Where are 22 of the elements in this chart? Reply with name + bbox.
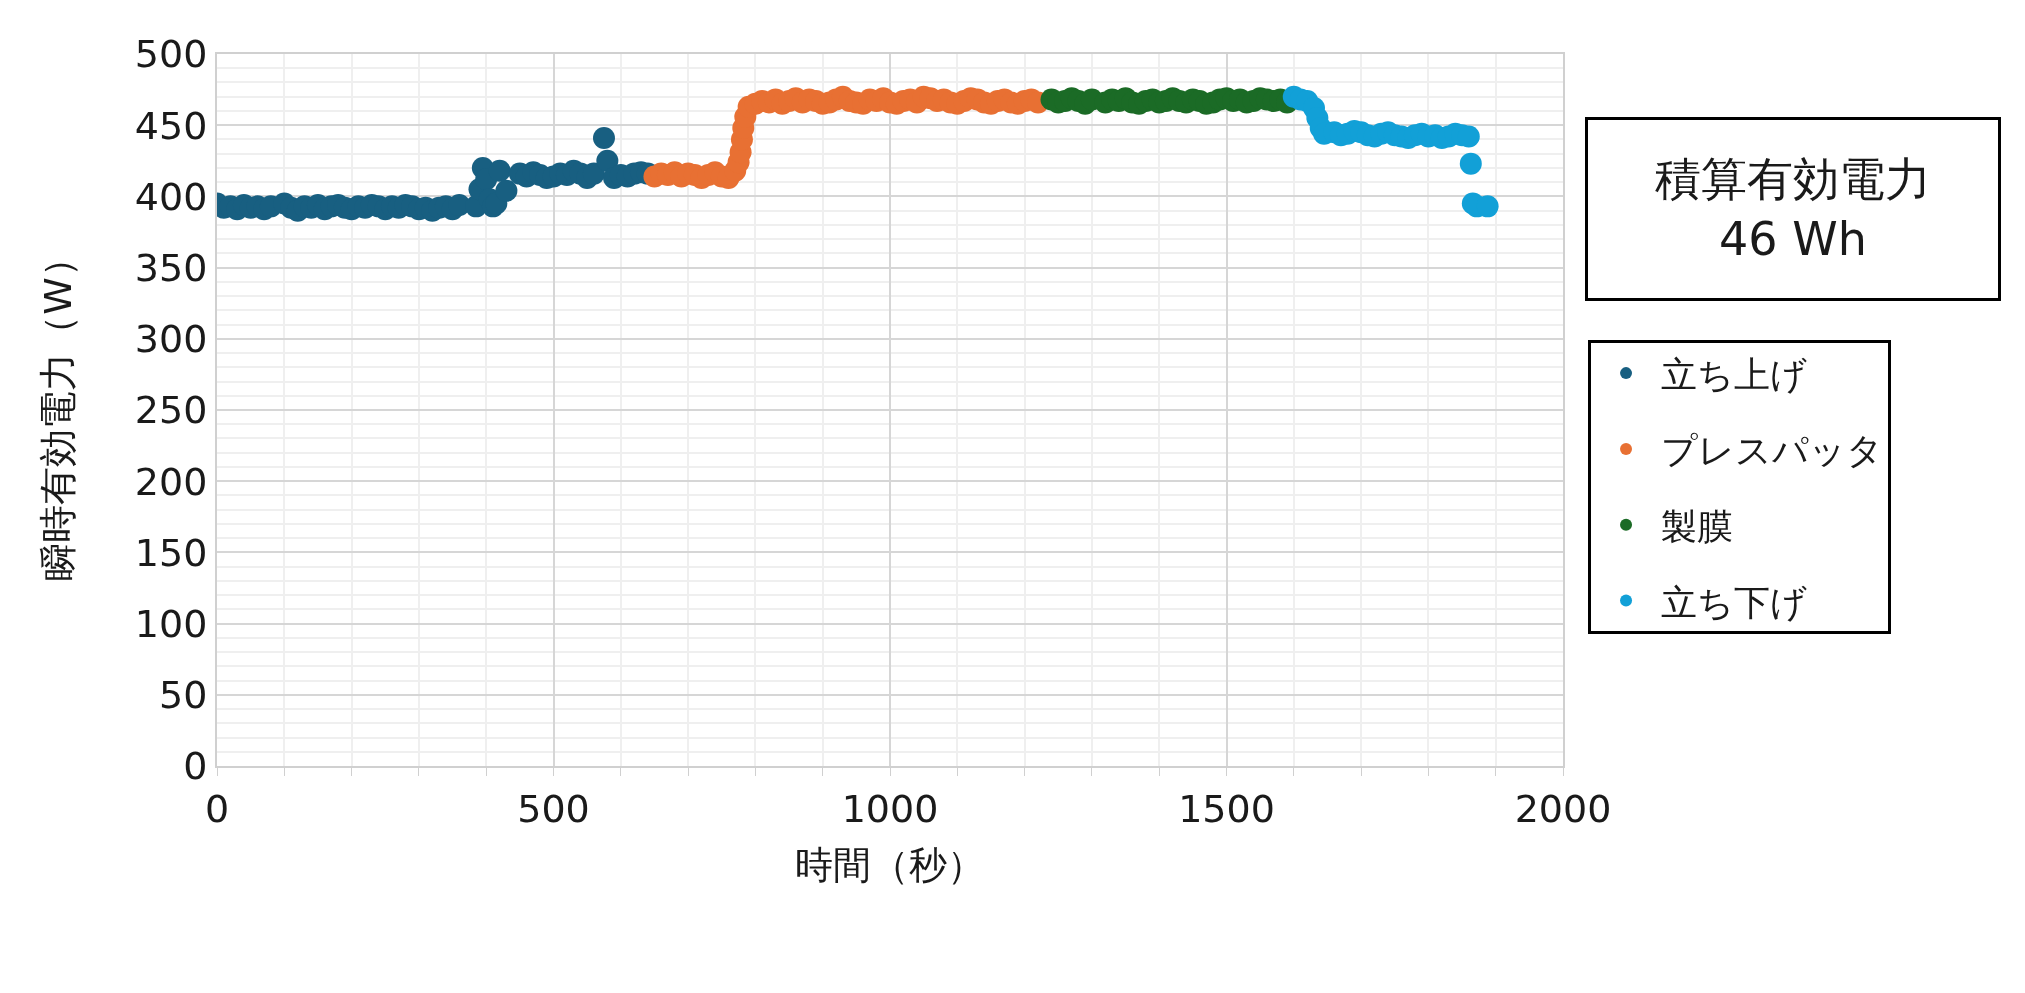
legend-label: 立ち下げ (1661, 581, 1808, 623)
y-tick-label: 400 (134, 174, 208, 219)
y-tick-label: 100 (134, 601, 208, 646)
legend-label: 製膜 (1661, 505, 1734, 547)
y-tick-label: 250 (134, 388, 208, 433)
y-tick-label: 150 (134, 530, 208, 575)
y-tick-label: 500 (134, 32, 208, 77)
x-tick-label: 2000 (1514, 786, 1612, 831)
x-tick-label: 500 (517, 786, 590, 831)
legend-label: 立ち上げ (1661, 354, 1808, 396)
y-tick-label: 350 (134, 245, 208, 290)
x-tick-label: 1500 (1178, 786, 1275, 831)
y-tick-label: 200 (134, 459, 208, 504)
y-tick-label: 450 (134, 103, 208, 148)
y-axis-title: 瞬時有効電力（W） (35, 239, 80, 581)
y-tick-label: 0 (183, 744, 208, 789)
y-tick-label: 300 (134, 317, 208, 362)
y-tick-label: 50 (159, 673, 208, 718)
legend-label: プレスパッタ (1661, 429, 1884, 471)
x-axis-title: 時間（秒） (795, 843, 985, 888)
text: 積算有効電力 46 Wh (1655, 152, 1931, 266)
x-tick-label: 1000 (841, 786, 939, 831)
